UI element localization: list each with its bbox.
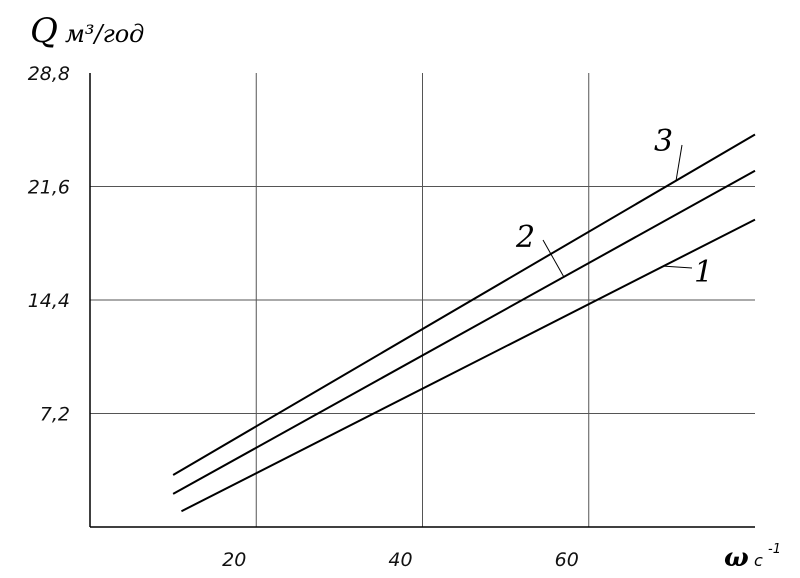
series-label-2: 2 bbox=[515, 220, 535, 255]
y-tick-label-1: 14,4 bbox=[28, 290, 70, 312]
series-lines bbox=[172, 133, 756, 513]
series-line-3 bbox=[172, 133, 756, 476]
series-leader-1 bbox=[663, 265, 693, 269]
y-tick-label-0: 7,2 bbox=[40, 404, 70, 426]
x-tick-label-0: 20 bbox=[222, 549, 246, 571]
series-line-2 bbox=[172, 169, 756, 495]
y-axis-title: Q bbox=[30, 11, 58, 51]
y-tick-label-3: 28,8 bbox=[28, 63, 70, 85]
series-label-1: 1 bbox=[694, 255, 713, 290]
series-label-3: 3 bbox=[654, 124, 673, 159]
y-axis-unit: м³/год bbox=[65, 20, 144, 48]
x-axis-title: ω bbox=[724, 543, 749, 573]
series-leader-2 bbox=[542, 239, 565, 278]
grid bbox=[90, 73, 755, 527]
axes bbox=[89, 73, 755, 528]
series-line-1 bbox=[180, 218, 756, 513]
x-tick-label-2: 60 bbox=[555, 549, 579, 571]
x-tick-label-1: 40 bbox=[388, 549, 412, 571]
series-leaders bbox=[542, 144, 693, 278]
tick-labels: 7,2 14,4 21,6 28,8 20 40 60 bbox=[28, 63, 579, 571]
series-leader-3 bbox=[675, 144, 683, 181]
x-axis-unit: с bbox=[754, 551, 763, 570]
y-tick-label-2: 21,6 bbox=[28, 177, 70, 199]
x-axis-unit-exponent: -1 bbox=[768, 542, 781, 557]
